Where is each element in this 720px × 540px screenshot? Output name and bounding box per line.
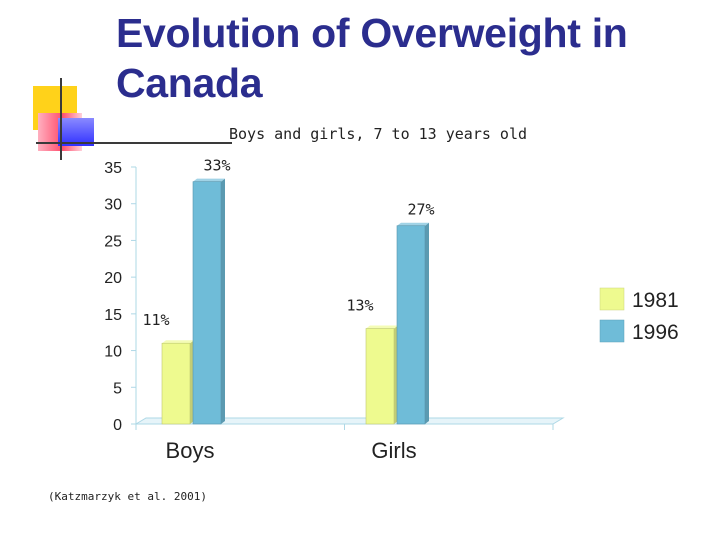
decorative-square-blue	[58, 118, 94, 146]
title-part-1: Evolution of	[116, 10, 361, 56]
data-label: 33%	[203, 157, 230, 175]
data-label: 11%	[142, 311, 169, 329]
citation: (Katzmarzyk et al. 2001)	[48, 490, 207, 503]
slide-title: Evolution of Overweight in Canada	[116, 8, 696, 108]
bar-1996-boys	[192, 181, 222, 425]
y-tick-label: 5	[113, 380, 122, 397]
bar-side	[221, 178, 225, 424]
title-emphasis: Overweight	[360, 10, 581, 56]
legend-label: 1981	[632, 289, 679, 312]
legend-swatch	[599, 287, 625, 311]
bar-top	[366, 325, 398, 329]
bar-1981-girls	[365, 328, 395, 425]
y-tick-label: 25	[104, 233, 122, 250]
y-tick-label: 20	[104, 270, 122, 287]
chart-bars: 11% 33% 13% 27%	[142, 157, 435, 425]
bar-1981-boys	[161, 342, 191, 425]
bar-side	[425, 222, 429, 424]
chart-title: Boys and girls, 7 to 13 years old	[229, 125, 527, 143]
chart-axes: 0 5 10 15 20 25 30 35 Boys Girls	[104, 160, 565, 463]
chart-legend: 1981 1996	[599, 287, 679, 344]
x-category-label: Girls	[371, 438, 416, 463]
bar-top	[397, 222, 429, 226]
bar-top	[193, 178, 225, 182]
decorative-line-horizontal	[36, 142, 232, 144]
y-tick-label: 35	[104, 160, 122, 177]
data-label: 13%	[346, 297, 373, 315]
y-tick-label: 10	[104, 344, 122, 361]
decorative-line-vertical	[60, 78, 62, 160]
bar-1996-girls	[396, 225, 426, 425]
legend-label: 1996	[632, 321, 679, 344]
y-tick-label: 0	[113, 417, 122, 434]
bar-top	[162, 340, 194, 344]
legend-swatch	[599, 319, 625, 343]
y-tick-label: 15	[104, 307, 122, 324]
x-category-label: Boys	[166, 438, 215, 463]
data-label: 27%	[407, 201, 434, 219]
y-tick-label: 30	[104, 197, 122, 214]
title-part-2: in Canada	[116, 10, 628, 106]
